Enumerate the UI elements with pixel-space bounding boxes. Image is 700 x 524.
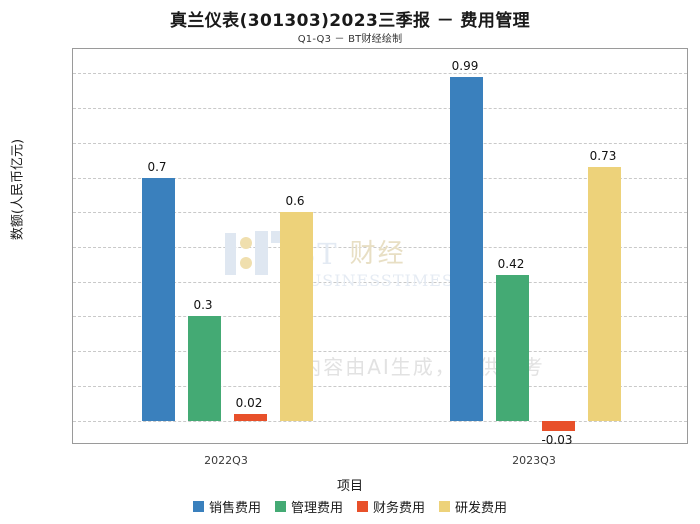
plot-area: BT 财经 BUSINESSTIMES 内容由AI生成，仅供参考 (72, 48, 688, 444)
watermark-brand-cn: 财经 (349, 239, 406, 269)
y-tick-mark (72, 282, 73, 283)
bar-value-label: 0.6 (285, 194, 305, 209)
watermark-brand-sub: BUSINESSTIMES (295, 271, 454, 290)
y-tick-mark (72, 178, 73, 179)
bar[interactable] (449, 76, 483, 421)
bar-value-label: 0.42 (497, 256, 525, 271)
y-tick-mark (72, 316, 73, 317)
bar-value-label: -0.03 (541, 433, 573, 448)
y-axis-label: 数额(人民币亿元) (10, 138, 26, 241)
legend-label: 财务费用 (373, 501, 426, 516)
x-tick-mark (227, 443, 228, 444)
x-tick-label: 2022Q3 (204, 454, 248, 467)
y-tick-mark (72, 247, 73, 248)
legend-swatch (192, 501, 204, 512)
y-tick-mark (72, 143, 73, 144)
bar-value-label: 0.73 (589, 149, 617, 164)
legend-swatch (357, 501, 368, 512)
bar-value-label: 0.99 (451, 58, 479, 73)
bar-value-label: 0.7 (147, 159, 167, 174)
gridline (73, 247, 687, 248)
bar[interactable] (141, 177, 175, 421)
legend-item[interactable]: 管理费用 (274, 497, 343, 516)
gridline (73, 385, 687, 387)
legend-item[interactable]: 财务费用 (357, 497, 425, 516)
y-tick-mark (72, 212, 73, 213)
gridline (73, 351, 687, 353)
gridline (73, 108, 687, 110)
legend-swatch (439, 501, 451, 512)
bar-value-label: 0.02 (235, 395, 263, 410)
x-tick-label: 2023Q3 (512, 454, 556, 467)
bar[interactable] (187, 316, 221, 421)
bar[interactable] (587, 167, 621, 421)
legend-label: 研发费用 (455, 501, 508, 516)
y-tick-mark (72, 108, 73, 109)
y-tick-mark (72, 73, 73, 74)
bt-logo-icon (225, 231, 287, 277)
y-tick-mark (72, 421, 73, 422)
legend-swatch (274, 501, 286, 512)
x-axis-label: 项目 (336, 479, 363, 494)
gridline (73, 177, 687, 179)
y-tick-mark (72, 351, 73, 352)
bar[interactable] (233, 413, 267, 421)
gridline (73, 142, 687, 144)
chart-subtitle: Q1-Q3 － BT财经绘制 (297, 34, 403, 45)
gridline (73, 281, 687, 283)
bar-value-label: 0.3 (193, 298, 213, 313)
bar[interactable] (495, 274, 529, 421)
legend-label: 销售费用 (208, 501, 261, 516)
gridline (73, 316, 687, 318)
watermark-logo: BT 财经 (225, 231, 406, 277)
legend-item[interactable]: 销售费用 (192, 497, 261, 516)
legend-item[interactable]: 研发费用 (439, 497, 507, 516)
bar[interactable] (279, 212, 313, 421)
legend-label: 管理费用 (290, 501, 343, 516)
gridline (73, 420, 687, 422)
chart-title: 真兰仪表(301303)2023三季报 － 费用管理 (169, 11, 531, 31)
bar[interactable] (541, 420, 575, 432)
legend: 销售费用 管理费用 财务费用 研发费用 (0, 497, 700, 516)
gridline (73, 212, 687, 214)
gridline (73, 73, 687, 75)
y-tick-mark (72, 386, 73, 387)
